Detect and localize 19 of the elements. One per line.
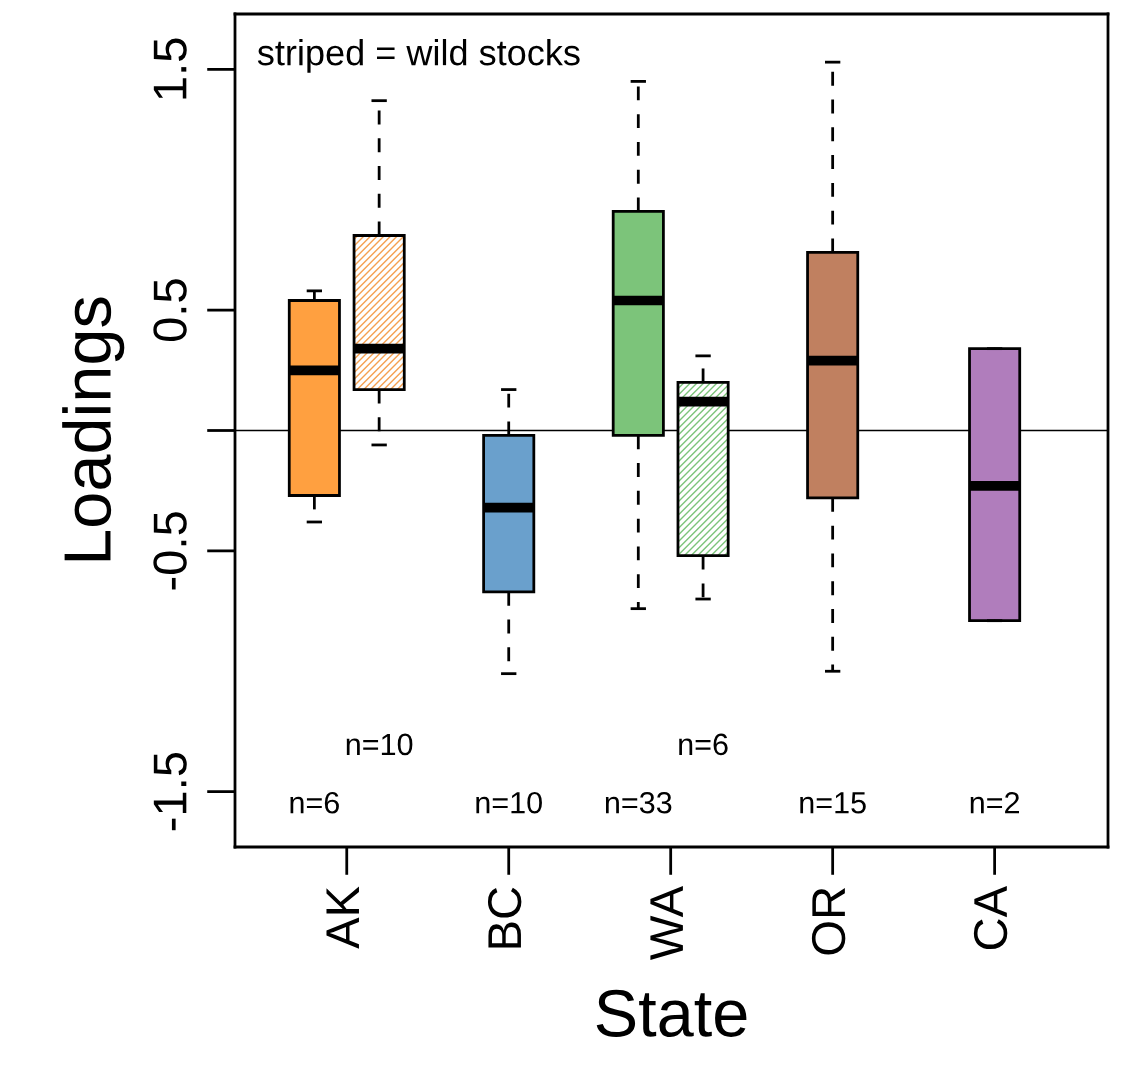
- annotation: n=33: [605, 791, 672, 814]
- annotation: n=6: [290, 791, 339, 814]
- x-tick-label: BC: [487, 887, 522, 948]
- x-tick-label: AK: [326, 886, 359, 949]
- y-tick-label: 0.5: [153, 279, 187, 342]
- y-axis-title: Loadings: [62, 297, 125, 561]
- x-tick-label: CA: [973, 885, 1008, 950]
- annotation: n=10: [346, 733, 413, 756]
- x-axis-title: State: [596, 989, 747, 1037]
- x-tick-label: WA: [650, 885, 683, 960]
- annotation: n=15: [800, 792, 866, 814]
- annotation: striped = wild stocks: [257, 38, 580, 73]
- y-tick-label: 1.5: [153, 38, 187, 99]
- x-tick-label: OR: [811, 888, 846, 955]
- annotation: n=6: [679, 733, 728, 756]
- y-tick-label: -1.5: [153, 752, 187, 831]
- annotation: n=10: [476, 791, 542, 814]
- y-tick-label: -0.5: [153, 512, 187, 590]
- annotation: n=2: [970, 791, 1020, 814]
